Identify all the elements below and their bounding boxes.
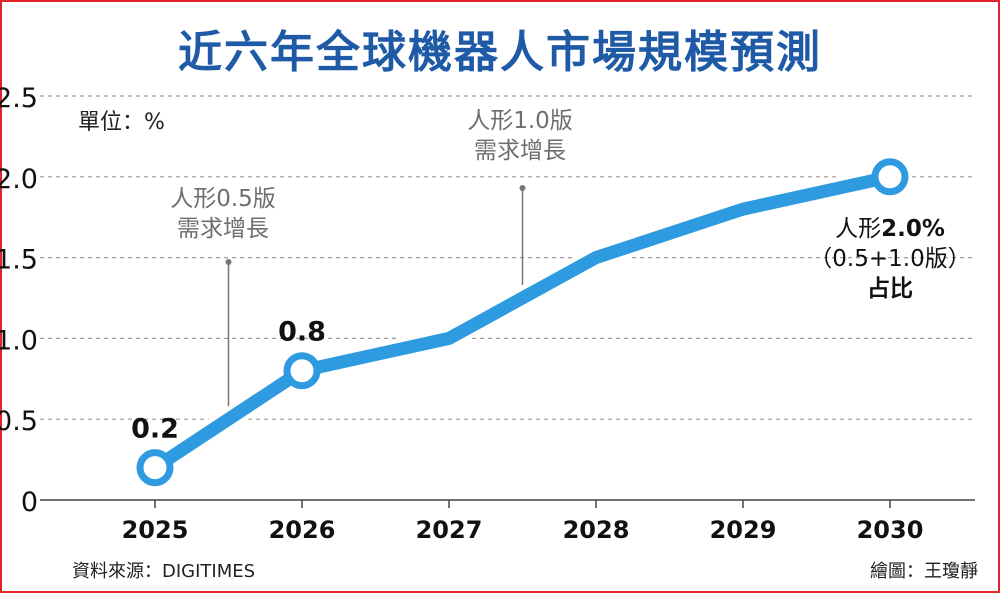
x-tick-label: 2030 xyxy=(857,516,924,544)
annotation-v10-line2: 需求增長 xyxy=(474,138,566,164)
data-label: 0.2 xyxy=(131,414,179,445)
annotation-leaders xyxy=(225,185,526,410)
x-tick-labels: 2025 2026 2027 2028 2029 2030 xyxy=(122,516,924,544)
annotation-end-prefix: 人形 xyxy=(835,216,882,242)
annotation-end-line1: 人形2.0% xyxy=(795,214,985,244)
annotation-v05-line2: 需求增長 xyxy=(177,216,269,242)
data-point-marker xyxy=(136,449,174,487)
data-labels: 0.2 0.8 xyxy=(131,317,326,445)
unit-label: 單位：% xyxy=(78,110,165,135)
annotation-v05-line1: 人形0.5版 xyxy=(170,186,276,212)
y-tick-label: 1.5 xyxy=(0,245,38,276)
data-point-marker xyxy=(871,158,909,196)
y-tick-label: 2.5 xyxy=(0,83,38,114)
x-tick-label: 2026 xyxy=(269,516,336,544)
annotation-end: 人形2.0% （0.5+1.0版） 占比 xyxy=(795,214,985,304)
annotation-leader-dot xyxy=(225,259,232,265)
y-tick-label: 0.5 xyxy=(0,406,38,437)
credit-note: 繪圖：王瓊靜 xyxy=(870,561,978,582)
series-markers xyxy=(136,158,909,487)
x-tick-label: 2027 xyxy=(416,516,483,544)
axes xyxy=(40,499,975,508)
series-line-path xyxy=(148,170,897,475)
x-tick-label: 2025 xyxy=(122,516,189,544)
x-tick-label: 2029 xyxy=(710,516,777,544)
data-label: 0.8 xyxy=(278,317,326,348)
series-line xyxy=(144,165,901,479)
x-tick-label: 2028 xyxy=(563,516,630,544)
source-note: 資料來源：DIGITIMES xyxy=(72,561,256,582)
annotation-end-value: 2.0% xyxy=(881,216,945,242)
data-point-marker xyxy=(283,352,321,390)
y-tick-label: 0 xyxy=(21,487,38,518)
grid-lines xyxy=(40,95,975,420)
annotation-end-line3: 占比 xyxy=(867,276,913,302)
y-tick-label: 1.0 xyxy=(0,325,38,356)
annotation-v05: 人形0.5版 需求增長 xyxy=(148,184,298,244)
annotation-v10-line1: 人形1.0版 xyxy=(467,108,573,134)
chart-title: 近六年全球機器人市場規模預測 xyxy=(178,27,822,78)
annotation-end-line2: （0.5+1.0版） xyxy=(809,246,971,272)
annotation-v10: 人形1.0版 需求增長 xyxy=(445,106,595,166)
y-tick-labels: 0 0.5 1.0 1.5 2.0 2.5 xyxy=(0,83,38,518)
y-tick-label: 2.0 xyxy=(0,164,38,195)
annotation-leader-dot xyxy=(519,185,526,191)
